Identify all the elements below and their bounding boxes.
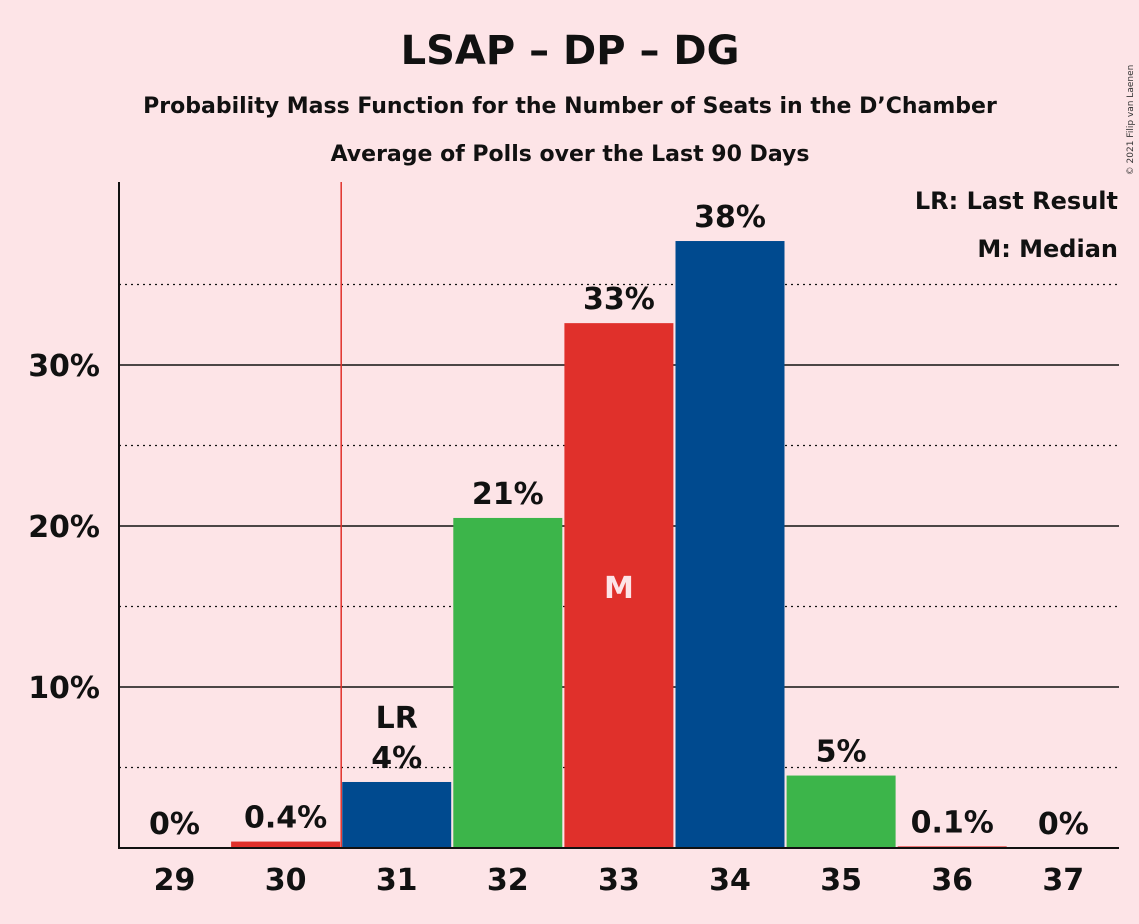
- chart-title: LSAP – DP – DG: [401, 28, 740, 74]
- bar-value-label: 4%: [371, 741, 422, 776]
- bar-value-label: 5%: [816, 735, 867, 770]
- x-tick-label: 31: [376, 863, 418, 898]
- x-axis-ticks: 29 30 31 32 33 34 35 36 37: [154, 863, 1085, 898]
- median-label: M: [604, 571, 634, 606]
- y-tick-label: 10%: [28, 671, 100, 706]
- bar-value-label: 33%: [583, 282, 655, 317]
- x-tick-label: 36: [931, 863, 973, 898]
- bar-labels: 0% 0.4% 4% LR 21% 33% M 38% 5% 0.1% 0%: [149, 200, 1089, 842]
- y-axis-ticks: 10% 20% 30%: [28, 349, 100, 706]
- y-tick-label: 30%: [28, 349, 100, 384]
- bar-seats-34: [675, 241, 785, 848]
- chart-subtitle-2: Average of Polls over the Last 90 Days: [331, 142, 810, 167]
- bar-value-label: 0.4%: [244, 801, 327, 836]
- bar-value-label: 0.1%: [911, 805, 994, 840]
- bars: [231, 241, 1007, 848]
- copyright-text: © 2021 Filip van Laenen: [1126, 65, 1136, 176]
- x-tick-label: 32: [487, 863, 529, 898]
- y-tick-label: 20%: [28, 510, 100, 545]
- bar-seats-31: [342, 781, 452, 848]
- bar-value-label: 0%: [149, 807, 200, 842]
- bar-seats-35: [786, 775, 896, 848]
- bar-seats-30: [231, 841, 341, 848]
- bar-value-label: 38%: [694, 200, 766, 235]
- chart-subtitle: Probability Mass Function for the Number…: [143, 94, 997, 119]
- x-tick-label: 30: [265, 863, 307, 898]
- x-tick-label: 33: [598, 863, 640, 898]
- bar-value-label: 21%: [472, 477, 544, 512]
- bar-seats-33: [564, 323, 674, 848]
- legend-median: M: Median: [977, 235, 1118, 263]
- x-tick-label: 37: [1042, 863, 1084, 898]
- legend-last-result: LR: Last Result: [915, 187, 1118, 215]
- x-tick-label: 34: [709, 863, 751, 898]
- bar-seats-32: [453, 517, 563, 848]
- bar-value-label: 0%: [1038, 807, 1089, 842]
- last-result-label: LR: [376, 701, 418, 736]
- x-tick-label: 29: [154, 863, 196, 898]
- x-tick-label: 35: [820, 863, 862, 898]
